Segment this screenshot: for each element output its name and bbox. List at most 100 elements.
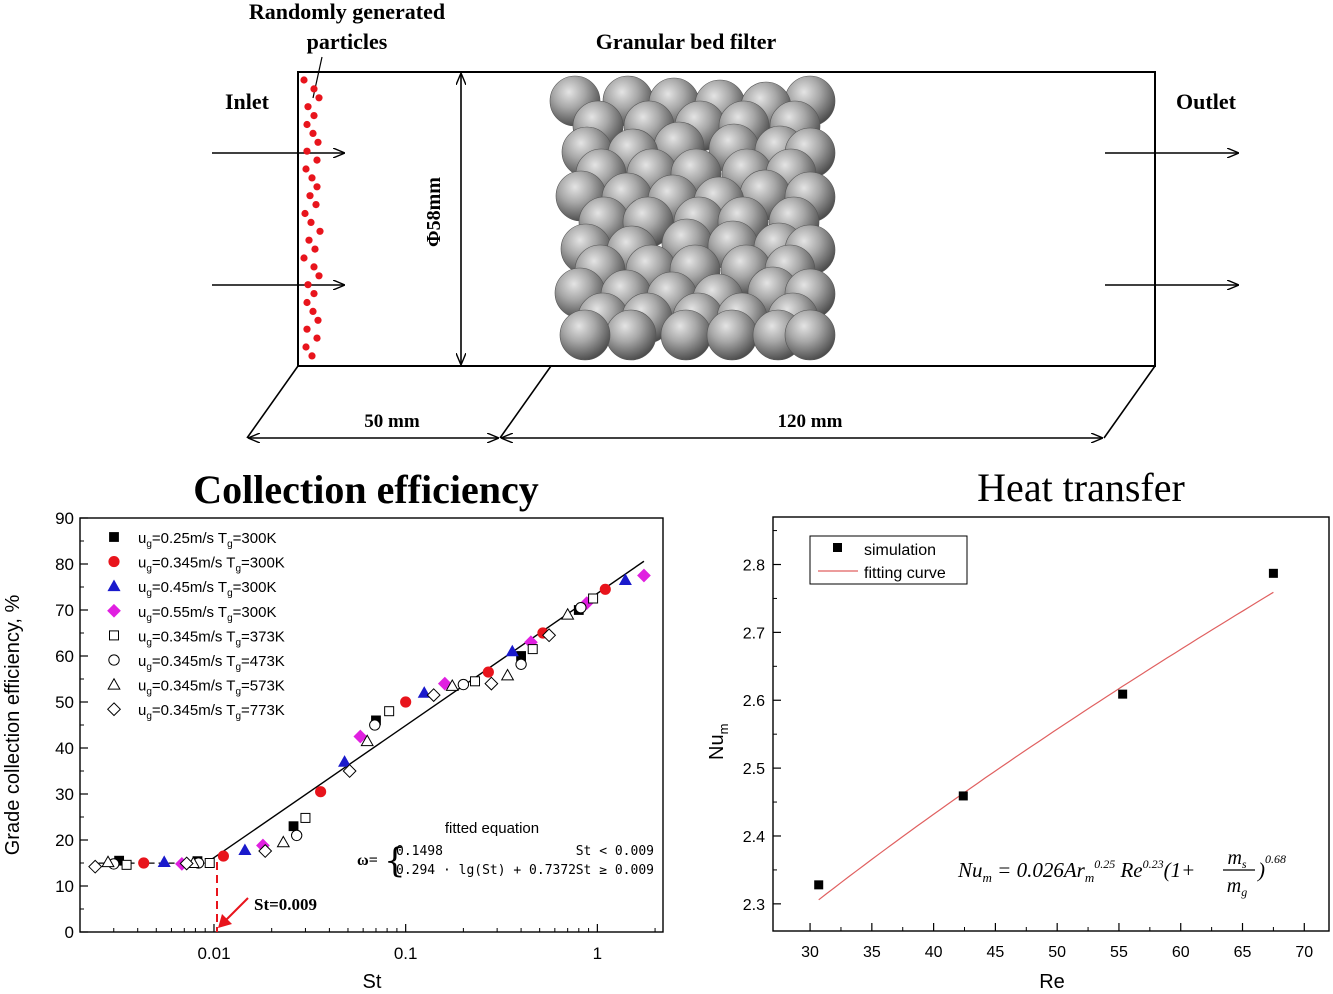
particle-dot — [313, 334, 321, 342]
chart1-xlabel: St — [363, 971, 382, 993]
particle-dot — [302, 343, 310, 351]
chart1-point — [238, 843, 252, 856]
particle-dot — [304, 103, 312, 111]
chart1-point — [484, 676, 499, 691]
chart1-legend-label: ug=0.345m/s Tg=300K — [138, 555, 285, 575]
chart1-point — [353, 729, 368, 744]
chart1-point — [560, 607, 575, 620]
chart1-point — [500, 668, 515, 681]
particle-dot — [302, 165, 310, 173]
chart2-fitting-curve — [818, 591, 1274, 901]
chart2-xtick-label: 65 — [1234, 944, 1252, 961]
floor-edge-right — [1103, 365, 1156, 439]
chart1-legend-marker — [106, 702, 122, 717]
chart1-points — [88, 568, 651, 874]
chart1-ytick-label: 70 — [55, 601, 74, 620]
chart1-ylabel: Grade collection efficiency, % — [2, 595, 24, 856]
chart2-xtick-label: 40 — [925, 944, 943, 961]
particle-dot — [314, 316, 322, 324]
particle-dot — [309, 129, 317, 137]
equation-case1: 0.1498 — [396, 844, 443, 859]
heat-transfer-equation: Num = 0.026Arm0.25 Re0.23(1+ ms mg )0.68 — [957, 847, 1286, 899]
particle-dot — [314, 138, 322, 146]
chart1-ytick-label: 10 — [55, 877, 74, 896]
chart2-title: Heat transfer — [977, 465, 1185, 510]
svg-text:ms: ms — [1227, 847, 1246, 871]
chart1-point — [88, 859, 103, 874]
chart1-point — [505, 644, 519, 657]
chart1-ytick-label: 80 — [55, 555, 74, 574]
particle-dot — [308, 352, 316, 360]
particle-dot — [303, 298, 311, 307]
particle-dot — [304, 281, 312, 289]
filter-label: Granular bed filter — [596, 29, 777, 54]
chart1-xtick-label: 0.1 — [394, 944, 418, 963]
chart1-point — [575, 602, 587, 614]
inlet-label: Inlet — [225, 89, 270, 114]
particle-dot — [309, 307, 317, 315]
chart1-legend-label: ug=0.55m/s Tg=300K — [138, 604, 276, 624]
chart2-ytick-label: 2.7 — [743, 625, 765, 642]
chart1-legend-label: ug=0.25m/s Tg=300K — [138, 530, 276, 550]
chart2-point — [958, 791, 968, 801]
chart1-legend: ug=0.25m/s Tg=300K ug=0.345m/s Tg=300K ug=… — [106, 530, 285, 722]
chart1-point — [426, 688, 441, 703]
chart2-axes: 30 35 40 45 50 55 60 65 70 2.3 2.4 2.5 2.6 2.7 2.8 — [743, 530, 1313, 961]
chart2-xtick-label: 50 — [1048, 944, 1066, 961]
channel-outline — [297, 71, 1156, 367]
chart1-xtick-label: 1 — [593, 944, 602, 963]
chart1-legend-label: ug=0.345m/s Tg=373K — [138, 628, 285, 648]
chart1-ytick-label: 90 — [55, 509, 74, 528]
chart1-point — [384, 706, 395, 717]
chart2-ytick-label: 2.4 — [743, 829, 765, 846]
chart2-ytick-label: 2.3 — [743, 897, 765, 914]
particle-dot — [310, 112, 318, 120]
chart2-point — [1118, 689, 1128, 699]
particle-dot — [305, 236, 313, 244]
chart1-point — [588, 593, 599, 604]
chart1-legend-label: ug=0.345m/s Tg=773K — [138, 702, 285, 722]
chart1-point — [338, 755, 352, 767]
chart1-point — [290, 829, 303, 842]
chart2-point — [814, 880, 824, 890]
chart2-ytick-label: 2.5 — [743, 761, 765, 778]
particles-label-line2: particles — [307, 29, 388, 54]
particle-dot — [312, 201, 320, 209]
chart1-point — [542, 628, 557, 643]
chart1-fit-line — [98, 560, 645, 864]
chart2-points — [814, 568, 1278, 890]
particle-dot — [306, 192, 314, 200]
chart1-legend-label: ug=0.345m/s Tg=473K — [138, 653, 285, 673]
chart2-xtick-label: 45 — [987, 944, 1005, 961]
chart1-xtick-label: 0.01 — [197, 944, 230, 963]
chart1-point — [315, 786, 327, 798]
granule-sphere — [784, 309, 836, 361]
dim-120-label: 120 mm — [778, 411, 843, 432]
svg-text:)0.68: )0.68 — [1257, 852, 1286, 882]
chart1-point — [121, 859, 132, 870]
granule-sphere — [559, 309, 611, 361]
chart1-point — [342, 763, 357, 779]
chart2-xtick-label: 35 — [863, 944, 881, 961]
chart1-ytick-label: 60 — [55, 647, 74, 666]
particle-dot — [311, 245, 319, 253]
chart1-point — [217, 850, 229, 862]
particle-dot — [300, 76, 308, 84]
chart2-xtick-label: 70 — [1295, 944, 1313, 961]
chart1-point — [258, 844, 273, 859]
chart1-axes: 0 10 20 30 40 50 60 70 80 90 0.01 0.1 1 — [55, 509, 656, 963]
chart2-legend-simulation: simulation — [864, 542, 936, 559]
particle-dot — [310, 290, 318, 298]
chart2-legend-fitting: fitting curve — [864, 565, 946, 582]
chart1-point — [599, 583, 611, 595]
chart2-xtick-label: 30 — [801, 944, 819, 961]
chart1-point — [515, 658, 527, 670]
threshold-label: St=0.009 — [254, 895, 317, 914]
equation-cond2: St ≥ 0.009 — [576, 863, 654, 878]
chart1-legend-marker — [109, 630, 119, 641]
filter-schematic: Randomly generated particles Granular be… — [212, 0, 1333, 460]
chart1-point — [457, 678, 470, 691]
chart1-point — [527, 644, 538, 655]
particle-dot — [303, 147, 311, 155]
